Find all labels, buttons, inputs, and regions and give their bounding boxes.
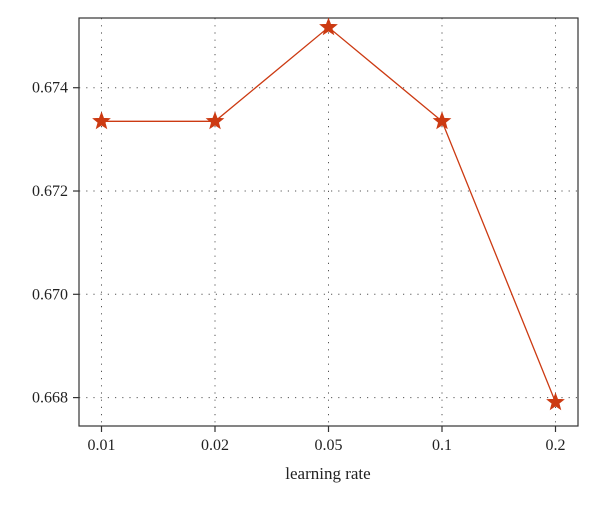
y-tick-label: 0.674 [32,80,68,97]
x-tick-label: 0.01 [88,437,116,454]
data-point-star [432,111,452,130]
series-layer [92,17,565,411]
x-tick-label: 0.1 [432,437,452,454]
y-tick-label: 0.670 [32,286,68,303]
data-point-star [205,111,225,130]
grid-layer [79,18,578,426]
data-point-star [92,111,111,130]
axis-ticks: 0.01 0.02 0.05 0.1 0.2 0.668 0.670 0.672 0.674 [32,80,566,454]
y-tick-label: 0.668 [32,390,68,407]
x-tick-label: 0.2 [546,437,566,454]
x-tick-label: 0.02 [201,437,229,454]
x-tick-label: 0.05 [315,437,343,454]
data-point-star [546,392,565,411]
y-tick-label: 0.672 [32,183,68,200]
x-axis-label: learning rate [285,464,370,483]
data-point-star [319,17,338,36]
